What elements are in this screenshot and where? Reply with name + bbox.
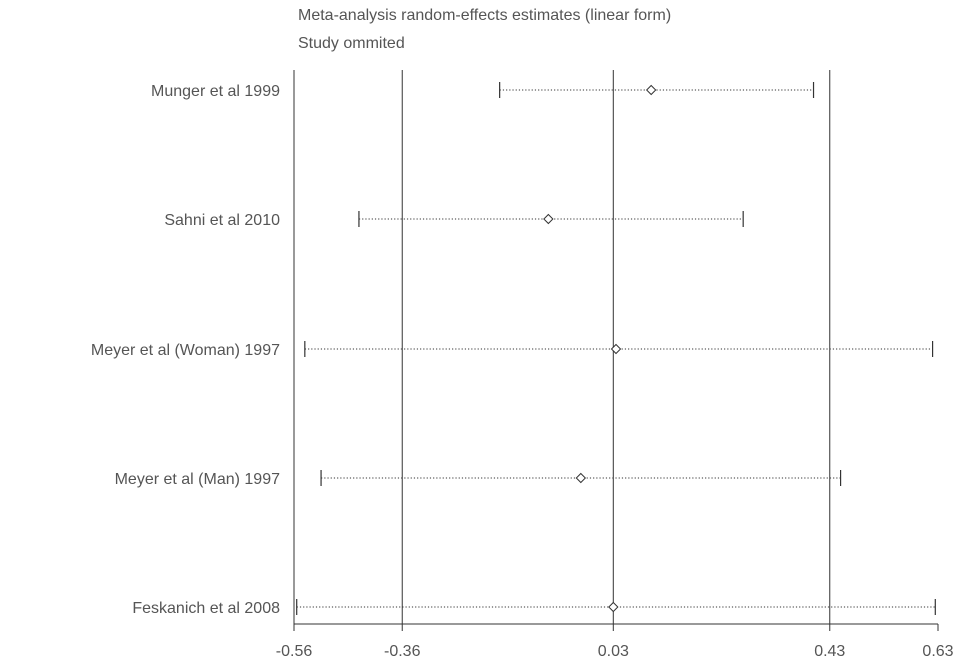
study-label: Meyer et al (Woman) 1997 <box>91 342 280 359</box>
point-estimate-marker <box>645 84 657 96</box>
studies-group: Munger et al 1999 Sahni et al 2010 Meyer e… <box>91 82 936 617</box>
chart-subtitle: Study ommited <box>298 35 405 52</box>
study-label: Sahni et al 2010 <box>164 212 280 229</box>
chart-title: Meta-analysis random-effects estimates (… <box>298 7 672 24</box>
x-tick-label: 0.03 <box>598 643 629 660</box>
point-estimate-marker <box>543 213 554 225</box>
study-label: Feskanich et al 2008 <box>132 600 280 617</box>
point-estimate-marker <box>575 472 587 484</box>
point-estimate-marker <box>608 601 619 613</box>
point-estimate-marker <box>610 343 622 355</box>
axis-group: -0.56 -0.36 0.03 0.43 0.63 <box>276 70 954 660</box>
x-tick-label: 0.43 <box>814 643 845 660</box>
x-tick-label: -0.36 <box>384 643 421 660</box>
study-label: Munger et al 1999 <box>151 83 280 100</box>
study-label: Meyer et al (Man) 1997 <box>115 471 281 488</box>
x-tick-label: -0.56 <box>276 643 313 660</box>
x-tick-label: 0.63 <box>922 643 953 660</box>
